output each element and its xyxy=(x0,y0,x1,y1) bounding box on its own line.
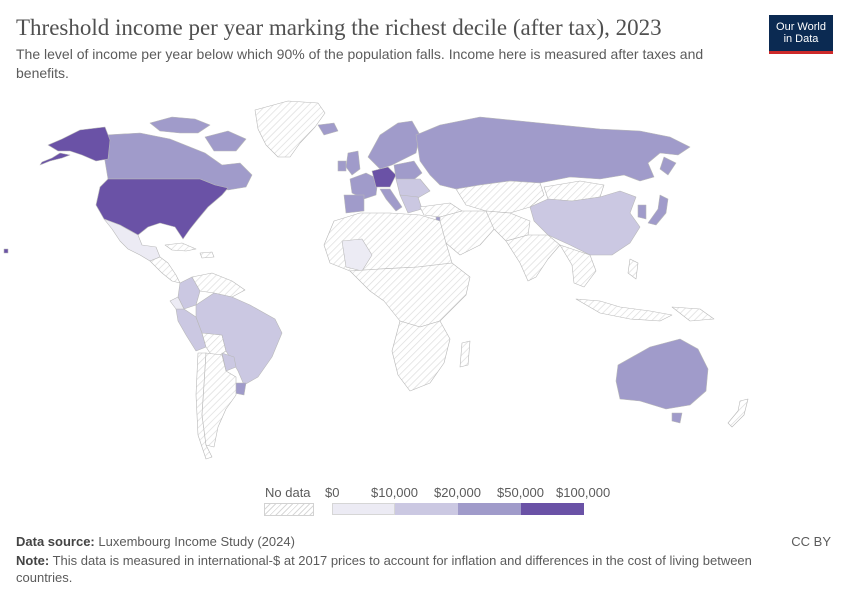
russia[interactable] xyxy=(415,116,691,190)
southern-africa[interactable] xyxy=(391,320,451,392)
aleutians[interactable] xyxy=(39,152,71,166)
license-label[interactable]: CC BY xyxy=(791,534,831,549)
legend-bin-0[interactable] xyxy=(332,503,395,515)
india[interactable] xyxy=(505,234,561,282)
philippines[interactable] xyxy=(627,258,639,280)
owid-logo[interactable]: Our World in Data xyxy=(769,15,833,54)
world-map xyxy=(3,100,749,460)
logo-line-1: Our World xyxy=(776,21,826,33)
poland-baltics[interactable] xyxy=(393,160,423,182)
note-value: This data is measured in international-$… xyxy=(16,553,752,585)
brazil[interactable] xyxy=(195,292,283,386)
data-source: Data source: Luxembourg Income Study (20… xyxy=(16,533,756,550)
central-africa[interactable] xyxy=(349,262,471,328)
indonesia[interactable] xyxy=(575,298,673,322)
new-zealand[interactable] xyxy=(727,398,749,428)
venezuela-guianas[interactable] xyxy=(191,272,246,298)
argentina[interactable] xyxy=(201,352,237,448)
australia[interactable] xyxy=(615,338,709,410)
kamchatka[interactable] xyxy=(659,156,677,176)
greenland[interactable] xyxy=(254,100,326,158)
japan[interactable] xyxy=(647,194,669,226)
chart-subtitle: The level of income per year below which… xyxy=(16,46,704,81)
chart-title: Threshold income per year marking the ri… xyxy=(16,15,662,40)
map-legend: No data $0 $10,000 $20,000 $50,000 $100,… xyxy=(262,485,622,520)
ireland[interactable] xyxy=(337,160,347,172)
tasmania[interactable] xyxy=(671,412,683,424)
legend-tick-3: $50,000 xyxy=(497,485,544,500)
legend-tick-2: $20,000 xyxy=(434,485,481,500)
legend-bin-3[interactable] xyxy=(521,503,584,515)
madagascar[interactable] xyxy=(459,340,471,368)
legend-tick-1: $10,000 xyxy=(371,485,418,500)
canada-islands-2[interactable] xyxy=(204,130,247,152)
note: Note: This data is measured in internati… xyxy=(16,552,806,586)
germany-central[interactable] xyxy=(371,166,397,188)
iceland[interactable] xyxy=(317,122,339,136)
legend-tick-0: $0 xyxy=(325,485,340,500)
logo-line-2: in Data xyxy=(783,33,819,45)
central-america[interactable] xyxy=(149,256,181,284)
korea[interactable] xyxy=(637,204,647,220)
source-label: Data source: xyxy=(16,534,95,549)
legend-no-data-swatch[interactable] xyxy=(264,503,314,516)
legend-no-data-label: No data xyxy=(265,485,311,500)
source-value[interactable]: Luxembourg Income Study (2024) xyxy=(98,534,295,549)
mali[interactable] xyxy=(341,238,373,272)
note-label: Note: xyxy=(16,553,50,568)
spain-portugal[interactable] xyxy=(343,194,365,214)
legend-bin-2[interactable] xyxy=(458,503,521,515)
italy[interactable] xyxy=(379,188,403,212)
eastern-europe[interactable] xyxy=(395,178,431,200)
ecuador[interactable] xyxy=(169,296,185,310)
france-benelux[interactable] xyxy=(349,172,379,200)
canada-islands[interactable] xyxy=(149,116,211,134)
southeast-asia[interactable] xyxy=(559,244,597,288)
hawaii[interactable] xyxy=(3,248,9,254)
cuba[interactable] xyxy=(164,242,197,252)
central-asia[interactable] xyxy=(455,180,545,214)
legend-tick-4: $100,000 xyxy=(556,485,611,500)
legend-bin-1[interactable] xyxy=(395,503,458,515)
alaska[interactable] xyxy=(47,126,111,162)
united-kingdom[interactable] xyxy=(345,150,361,176)
china[interactable] xyxy=(529,190,641,256)
new-guinea[interactable] xyxy=(671,306,715,322)
hispaniola[interactable] xyxy=(199,251,215,259)
